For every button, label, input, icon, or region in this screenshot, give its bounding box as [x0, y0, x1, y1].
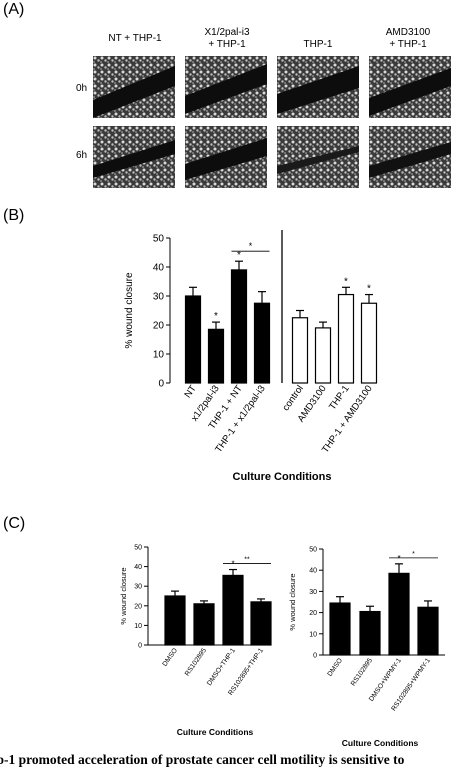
bar — [207, 328, 225, 384]
category-label: RS102895 — [350, 657, 374, 688]
y-tick-label: 50 — [309, 546, 317, 553]
category-label: DMSO — [327, 657, 344, 678]
panel-b-label: (B) — [3, 207, 25, 224]
chart-c-right: % wound closure 0 10 20 30 40 50 DMSO RS102895 * D… — [288, 546, 445, 712]
bar — [230, 269, 248, 384]
y-tick-label: 50 — [153, 234, 165, 245]
significance-star: * — [397, 554, 400, 563]
chart-c-right-x-title: Culture Conditions — [341, 738, 419, 748]
row-label-6h: 6h — [76, 150, 88, 161]
significance-star: * — [214, 311, 218, 322]
column-label-x1-thp1: X1/2pal-i3 + THP-1 — [204, 27, 250, 50]
column-label-nt-thp1: NT + THP-1 — [108, 33, 162, 44]
chart-c-left: % wound closure 0 10 20 30 40 50 DMSO RS102895 * D… — [119, 544, 272, 697]
bar — [337, 293, 355, 384]
y-tick-label: 50 — [134, 544, 142, 551]
bar — [291, 317, 309, 384]
y-tick-label: 30 — [134, 584, 142, 591]
y-tick-label: 10 — [153, 350, 165, 361]
y-tick-label: 30 — [309, 589, 317, 596]
chart-b-x-title: Culture Conditions — [232, 471, 332, 483]
y-tick-label: 20 — [134, 603, 142, 610]
column-label-amd3100-thp1: AMD3100 + THP-1 — [385, 27, 431, 50]
y-tick-label: 20 — [153, 321, 165, 332]
y-tick-label: 20 — [309, 610, 317, 617]
figure-caption: Thp-1 promoted acceleration of prostate … — [0, 752, 405, 767]
category-label: DMSO — [162, 647, 179, 668]
significance-bracket-label: * — [249, 241, 253, 251]
y-tick-label: 40 — [153, 263, 165, 274]
y-axis-title: % wound closure — [119, 567, 128, 624]
bar — [360, 302, 378, 384]
significance-bracket-label: ** — [244, 557, 250, 564]
row-label-0h: 0h — [76, 83, 88, 94]
y-tick-label: 30 — [153, 292, 165, 303]
micrograph-amd3100-6h — [369, 126, 451, 188]
bar — [222, 574, 244, 646]
bar — [193, 603, 215, 646]
category-label: RS102895 — [184, 647, 208, 678]
micrograph-nt-0h — [93, 56, 175, 118]
category-label: DMSO+THP-1 — [206, 647, 237, 687]
panel-a-label: (A) — [3, 1, 25, 18]
category-label: DMSO+WPMY-1 — [368, 657, 403, 703]
y-tick-label: 10 — [309, 631, 317, 638]
micrograph-nt-6h — [93, 126, 175, 188]
y-tick-label: 40 — [134, 564, 142, 571]
bar — [164, 595, 186, 646]
micrograph-amd3100-0h — [369, 56, 451, 118]
panel-c-label: (C) — [3, 515, 26, 532]
significance-star: * — [237, 250, 241, 261]
bar — [184, 295, 202, 384]
significance-star: * — [344, 276, 348, 287]
micrograph-x1-0h — [185, 56, 267, 118]
significance-star: * — [367, 284, 371, 295]
significance-star: * — [231, 560, 234, 569]
bar — [253, 302, 271, 384]
bar — [359, 610, 381, 656]
bar — [329, 602, 351, 656]
chart-c-left-x-title: Culture Conditions — [176, 727, 254, 737]
bar — [314, 327, 332, 384]
y-tick-label: 0 — [158, 379, 164, 390]
chart-b: % wound closure01020304050NT*x1/2pal-i3*… — [124, 230, 378, 455]
significance-bracket-label: * — [412, 551, 415, 558]
y-axis-title: % wound closure — [124, 272, 135, 349]
micrograph-x1-6h — [185, 126, 267, 188]
y-axis-title: % wound closure — [288, 573, 297, 630]
micrograph-thp1-0h — [277, 56, 359, 118]
y-tick-label: 40 — [309, 568, 317, 575]
bar — [417, 606, 439, 656]
bar — [250, 601, 272, 646]
micrograph-thp1-6h — [277, 126, 359, 188]
y-tick-label: 10 — [134, 623, 142, 630]
category-label: NT — [183, 383, 199, 400]
bar — [388, 572, 410, 656]
y-tick-label: 0 — [138, 642, 142, 649]
y-tick-label: 0 — [313, 652, 317, 659]
column-label-thp1: THP-1 — [303, 39, 333, 50]
